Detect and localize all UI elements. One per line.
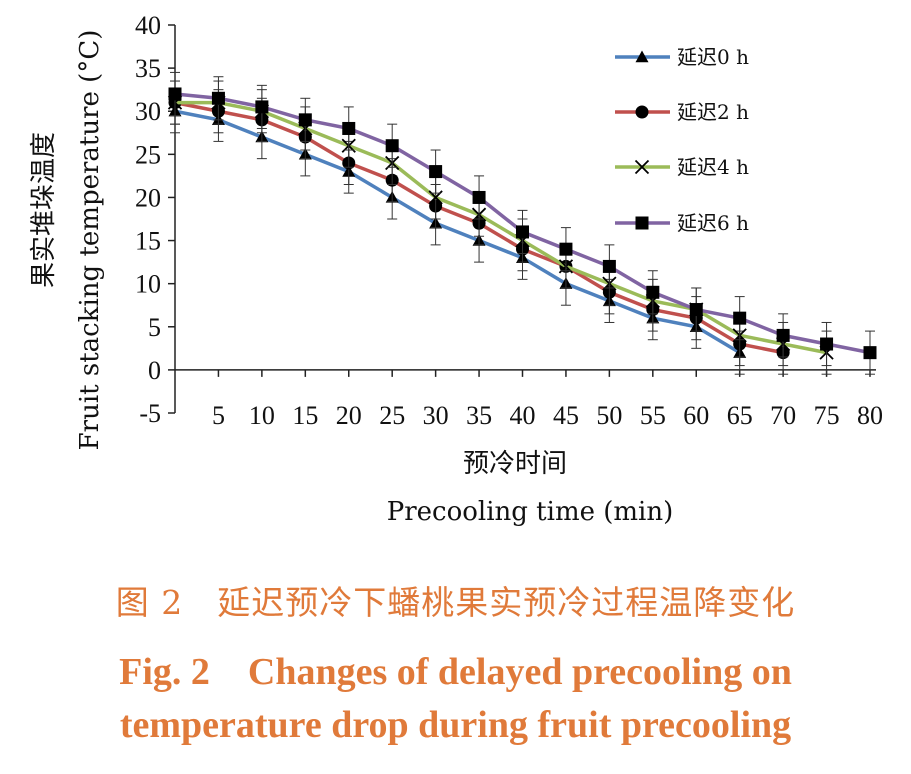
chart-legend: 延迟0 h 延迟2 h 延迟4 h 延迟6 h [615, 45, 749, 235]
legend-marker [635, 105, 649, 119]
x-tick-label: 25 [379, 401, 405, 430]
x-tick-label: 65 [727, 401, 753, 430]
data-point [472, 190, 486, 204]
x-tick-label: 55 [640, 401, 666, 430]
series-0 [168, 89, 747, 375]
series-3 [168, 71, 877, 375]
y-tick-label: -5 [139, 399, 161, 428]
x-tick-label: 80 [857, 401, 883, 430]
data-point [646, 285, 660, 299]
y-tick-label: 5 [148, 313, 161, 342]
legend-marker [635, 50, 649, 63]
legend-label: 延迟6 h [677, 211, 749, 235]
x-tick-label: 60 [683, 401, 709, 430]
y-axis-title: Fruit stacking temperature (°C) [75, 30, 105, 451]
x-tick-label: 75 [814, 401, 840, 430]
data-point [689, 303, 703, 317]
figure-caption-cn: 图 2 延迟预冷下蟠桃果实预冷过程温降变化 [115, 583, 796, 622]
data-point [733, 311, 747, 325]
x-tick-label: 45 [553, 401, 579, 430]
x-tick-label: 30 [423, 401, 449, 430]
y-tick-label: 40 [135, 11, 161, 40]
figure-caption-en-line2: temperature drop during fruit precooling [119, 704, 792, 746]
data-point [559, 242, 573, 256]
series-line [175, 100, 827, 355]
x-tick-label: 35 [466, 401, 492, 430]
x-tick-label: 5 [212, 401, 225, 430]
data-point [342, 121, 356, 135]
data-point [863, 346, 877, 360]
y-tick-label: 15 [135, 227, 161, 256]
chart-series-layer [167, 71, 877, 375]
data-point [429, 165, 443, 179]
data-point [255, 100, 269, 114]
x-tick-label: 20 [336, 401, 362, 430]
y-tick-label: 20 [135, 183, 161, 212]
figure-caption-en-line1: Fig. 2 Changes of delayed precooling on [119, 651, 792, 693]
legend-marker [634, 159, 650, 175]
series-line [174, 109, 741, 355]
y-tick-label: 35 [135, 54, 161, 83]
y-axis-title-cn: 果实堆垛温度 [29, 132, 59, 288]
data-point [602, 259, 616, 273]
y-tick-label: 10 [135, 270, 161, 299]
data-point [820, 337, 834, 351]
y-tick-label: 25 [135, 140, 161, 169]
legend-label: 延迟0 h [677, 45, 749, 69]
legend-label: 延迟2 h [677, 100, 749, 124]
y-tick-label: 0 [148, 356, 161, 385]
x-axis-title-cn: 预冷时间 [463, 449, 567, 479]
legend-marker [635, 216, 649, 230]
legend-label: 延迟4 h [677, 155, 749, 179]
data-point [298, 113, 312, 127]
data-point [385, 139, 399, 153]
x-axis-title: Precooling time (min) [387, 497, 674, 527]
data-point [776, 328, 790, 342]
x-tick-label: 40 [510, 401, 536, 430]
x-tick-label: 10 [249, 401, 275, 430]
y-tick-label: 30 [135, 97, 161, 126]
data-point [211, 91, 225, 105]
x-tick-label: 15 [292, 401, 318, 430]
data-point [168, 87, 182, 101]
data-point [516, 225, 529, 239]
x-tick-label: 70 [770, 401, 796, 430]
x-tick-label: 50 [596, 401, 622, 430]
